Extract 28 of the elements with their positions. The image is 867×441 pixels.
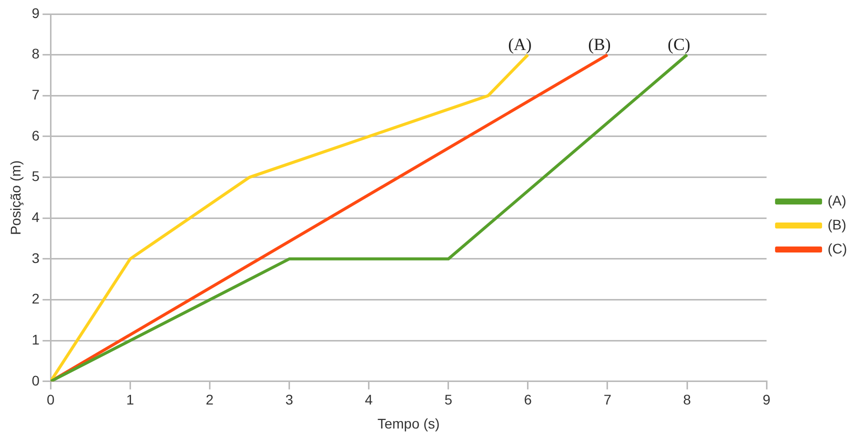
y-tick-label: 0 [32, 372, 40, 388]
legend-label: (A) [828, 192, 846, 208]
x-tick-label: 8 [683, 392, 692, 408]
x-tick-label: 7 [604, 392, 612, 408]
y-tick-label: 2 [32, 290, 40, 307]
x-tick-label: 2 [206, 392, 214, 408]
x-tick-label: 3 [285, 392, 294, 408]
x-tick-label: 1 [126, 392, 134, 408]
y-tick-label: 3 [32, 250, 40, 266]
annotation: (B) [588, 34, 611, 54]
x-tick-label: 0 [46, 392, 55, 408]
x-tick-label: 4 [364, 392, 373, 408]
annotation: (A) [508, 34, 532, 54]
x-tick-label: 6 [524, 392, 532, 408]
x-tick-label: 5 [444, 392, 452, 408]
y-tick-label: 7 [32, 86, 40, 103]
x-axis-title: Tempo (s) [377, 415, 440, 432]
y-tick-label: 9 [32, 4, 40, 21]
y-tick-label: 5 [32, 168, 40, 184]
legend-label: (B) [828, 216, 846, 232]
y-axis-title: Posição (m) [7, 160, 24, 236]
legend-label: (C) [828, 240, 848, 256]
y-tick-label: 4 [32, 208, 40, 225]
y-tick-label: 1 [32, 331, 40, 348]
y-tick-label: 6 [32, 127, 40, 144]
y-tick-label: 8 [32, 46, 40, 62]
x-tick-label: 9 [762, 392, 771, 408]
annotation: (C) [668, 34, 690, 54]
